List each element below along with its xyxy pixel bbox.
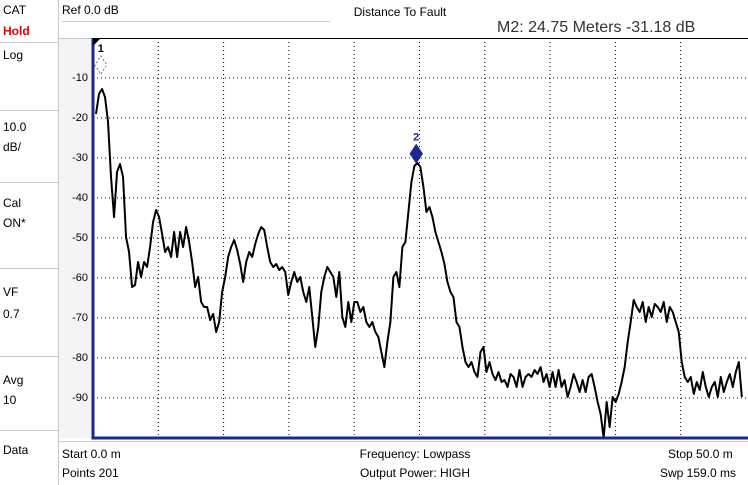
start-indicator bbox=[93, 38, 101, 46]
sidebar-label: Data bbox=[3, 443, 29, 457]
sidebar-label: CAT bbox=[3, 3, 27, 17]
marker-label: 1 bbox=[98, 43, 104, 55]
sidebar-label: Log bbox=[3, 48, 23, 62]
sidebar-label: Hold bbox=[3, 24, 30, 38]
sidebar-label: Cal bbox=[3, 196, 21, 210]
sidebar-label: 10 bbox=[3, 393, 17, 407]
points: Points 201 bbox=[62, 466, 119, 480]
sidebar-label: 0.7 bbox=[3, 307, 20, 321]
y-tick-label: -80 bbox=[72, 352, 88, 364]
y-tick-label: -50 bbox=[72, 232, 88, 244]
plot-background bbox=[93, 38, 748, 438]
marker bbox=[94, 54, 108, 76]
y-tick-label: -60 bbox=[72, 272, 88, 284]
y-tick-label: -10 bbox=[72, 72, 88, 84]
marker-readout: M2: 24.75 Meters -31.18 dB bbox=[497, 19, 695, 36]
y-tick-label: -40 bbox=[72, 192, 88, 204]
sidebar-label: ON* bbox=[3, 216, 26, 230]
plot-area: -90 -80 -70 -60 -50 -40 -30 -20 -10 1 2 bbox=[59, 38, 748, 440]
start-distance: Start 0.0 m bbox=[62, 447, 121, 461]
y-tick-label: -30 bbox=[72, 152, 88, 164]
marker bbox=[409, 143, 423, 164]
frequency-mode: Frequency: Lowpass bbox=[360, 447, 471, 461]
sidebar: CAT Hold Log 10.0 dB/Cal ON* VF 0.7 Avg 10 Data bbox=[0, 3, 58, 457]
y-tick-label: -70 bbox=[72, 312, 88, 324]
sidebar-label: Avg bbox=[3, 373, 23, 387]
marker-label: 2 bbox=[413, 132, 419, 144]
stop-distance: Stop 50.0 m bbox=[668, 447, 733, 461]
y-tick-label: -90 bbox=[72, 392, 88, 404]
measurement-title: Distance To Fault bbox=[354, 5, 447, 19]
y-tick-label: -20 bbox=[72, 112, 88, 124]
sidebar-label: 10.0 bbox=[3, 120, 27, 134]
output-power: Output Power: HIGH bbox=[360, 466, 470, 480]
sidebar-label: VF bbox=[3, 285, 18, 299]
tick-label-column bbox=[59, 39, 92, 438]
sidebar-label: dB/ bbox=[3, 140, 22, 154]
sweep-time: Swp 159.0 ms bbox=[660, 466, 736, 480]
trace bbox=[95, 88, 743, 439]
reference-level: Ref 0.0 dB bbox=[62, 3, 119, 17]
